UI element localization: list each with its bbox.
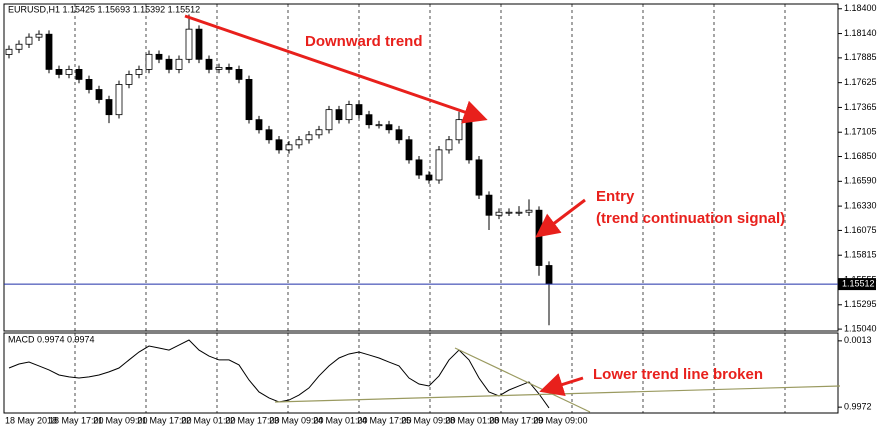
candle-body	[365, 114, 373, 126]
candle-body	[45, 33, 53, 70]
candle-body	[215, 66, 223, 70]
annotation: Entry	[596, 188, 635, 205]
candle-body	[15, 43, 23, 50]
candle-body	[155, 53, 163, 60]
x-tick-label: 24 May 01:00	[313, 415, 368, 425]
arrow	[539, 373, 584, 397]
candle-body	[395, 129, 403, 141]
candle-body	[445, 139, 453, 151]
candle-body	[305, 134, 313, 141]
candle-body	[485, 194, 493, 216]
candle-body	[255, 119, 263, 131]
candle-body	[115, 84, 123, 116]
y-tick-label: 1.15295	[844, 299, 877, 309]
candle-body	[5, 48, 13, 55]
candle-body	[545, 265, 553, 285]
y-tick-label: 0.9972	[844, 402, 872, 412]
macd-panel	[3, 332, 839, 414]
y-tick-label: 1.18140	[844, 28, 877, 38]
candle-body	[235, 69, 243, 80]
y-tick-label: 1.17625	[844, 77, 877, 87]
candle-body	[135, 69, 143, 75]
candle-body	[185, 28, 193, 60]
trend-line	[454, 347, 591, 413]
candle-body	[175, 58, 183, 70]
x-tick-label: 18 May 17:00	[49, 415, 104, 425]
annotation: Lower trend line broken	[593, 366, 763, 383]
candle-body	[535, 209, 543, 266]
candle-body	[275, 139, 283, 151]
candle-body	[325, 109, 333, 131]
x-tick-label: 21 May 09:00	[93, 415, 148, 425]
day-separators	[74, 4, 786, 413]
candle-body	[465, 119, 473, 161]
x-tick-label: 21 May 17:00	[137, 415, 192, 425]
candle-body	[55, 69, 63, 75]
candle-body	[385, 124, 393, 131]
candle-body	[285, 144, 293, 151]
candle-body	[165, 58, 173, 70]
x-tick-label: 25 May 09:00	[401, 415, 456, 425]
candle-body	[105, 99, 113, 116]
candle-body	[525, 209, 533, 213]
candle-body	[435, 149, 443, 181]
y-tick-label: 1.16075	[844, 225, 877, 235]
arrow	[535, 198, 586, 238]
candle-body	[355, 104, 363, 116]
candle-body	[25, 36, 33, 45]
x-tick-label: 23 May 09:00	[269, 415, 324, 425]
candle-body	[405, 139, 413, 161]
annotation: (trend continuation signal)	[596, 210, 785, 227]
candle-body	[295, 139, 303, 146]
y-tick-label: 1.17885	[844, 52, 877, 62]
macd-label: MACD 0.9974 0.9974	[8, 334, 95, 344]
x-tick-label: 29 May 09:00	[533, 415, 588, 425]
candle-body	[195, 28, 203, 60]
bid-tag	[838, 278, 876, 291]
candle-body	[65, 69, 73, 75]
annotation: Downward trend	[305, 33, 423, 50]
bid-label: 1.15512	[842, 278, 875, 288]
y-tick-label: 1.15040	[844, 323, 877, 333]
y-tick-label: 1.16850	[844, 151, 877, 161]
y-tick-label: 1.16590	[844, 176, 877, 186]
candle-body	[315, 129, 323, 136]
candle-body	[85, 79, 93, 90]
candle-body	[335, 109, 343, 121]
y-tick-label: 1.18400	[844, 3, 877, 13]
y-tick-label: 1.17365	[844, 102, 877, 112]
candle-body	[205, 58, 213, 70]
candle-body	[515, 211, 523, 214]
candle-body	[415, 159, 423, 176]
x-tick-label: 22 May 01:00	[181, 415, 236, 425]
y-tick-label: 1.15815	[844, 250, 877, 260]
candle-body	[495, 211, 503, 216]
arrow	[184, 14, 488, 124]
candle-body	[265, 129, 273, 141]
candle-body	[375, 124, 383, 127]
x-tick-label: 18 May 2018	[5, 415, 57, 425]
y-tick-label: 1.17105	[844, 127, 877, 137]
candle-body	[75, 69, 83, 80]
x-tick-label: 24 May 17:00	[357, 415, 412, 425]
candle-body	[245, 79, 253, 121]
candle-body	[345, 104, 353, 121]
candle-body	[505, 211, 513, 214]
x-tick-label: 28 May 01:00	[445, 415, 500, 425]
candle-body	[125, 74, 133, 85]
candle-body	[145, 53, 153, 70]
candle-body	[95, 89, 103, 100]
x-tick-label: 28 May 17:00	[489, 415, 544, 425]
y-tick-label: 0.0013	[844, 335, 872, 345]
candle-body	[35, 33, 43, 38]
x-tick-label: 22 May 17:00	[225, 415, 280, 425]
candle-body	[225, 66, 233, 70]
chart-title: EURUSD,H1 1.15425 1.15693 1.15392 1.1551…	[8, 4, 200, 14]
candle-body	[455, 119, 463, 141]
candle-body	[425, 174, 433, 181]
candle-body	[475, 159, 483, 196]
y-tick-label: 1.16330	[844, 200, 877, 210]
